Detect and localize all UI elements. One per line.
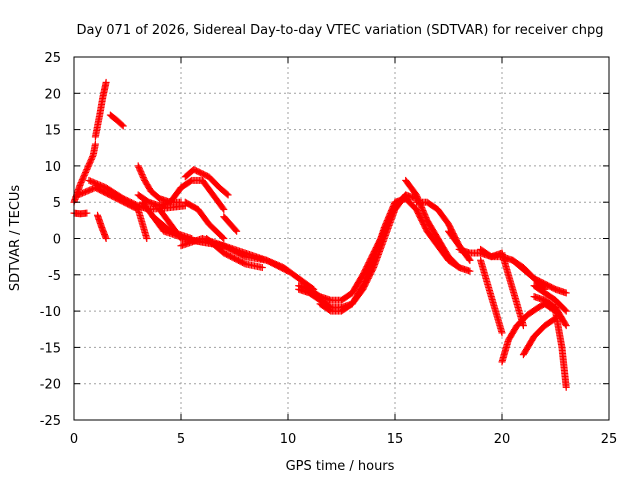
y-tick-label: 0: [53, 233, 61, 248]
data-series-3: [106, 111, 127, 130]
data-point: [258, 264, 266, 272]
data-series-18: [203, 235, 266, 272]
data-point: [466, 267, 474, 275]
data-point: [102, 78, 110, 86]
data-series-17: [177, 235, 292, 275]
data-point: [224, 191, 232, 199]
x-tick-label: 15: [387, 432, 404, 447]
y-tick-label: -15: [40, 341, 61, 356]
data-point: [91, 140, 99, 148]
y-axis-label: SDTVAR / TECUs: [8, 185, 23, 292]
data-series-2: [91, 78, 110, 141]
data-series-15: [181, 198, 228, 242]
axis-ticks: [73, 56, 610, 421]
data-point: [233, 227, 241, 235]
data-point: [562, 322, 570, 330]
data-point: [220, 235, 228, 242]
data-series-35: [509, 256, 570, 297]
data-point: [561, 306, 569, 314]
x-tick-label: 5: [177, 432, 185, 447]
data-series-23: [402, 176, 463, 272]
y-tick-label: -20: [40, 378, 61, 393]
data-point: [119, 122, 127, 130]
data-point: [561, 320, 569, 328]
data-points: [70, 78, 570, 391]
data-series-29: [498, 249, 527, 330]
data-series-1: [70, 140, 99, 206]
x-tick-label: 10: [280, 432, 297, 447]
data-point: [219, 204, 227, 212]
data-series-5: [94, 211, 110, 242]
data-series-31: [519, 314, 559, 359]
data-series-9: [74, 184, 151, 242]
data-point: [283, 266, 291, 274]
y-tick-label: 10: [44, 160, 61, 175]
x-tick-label: 25: [601, 432, 618, 447]
data-point: [143, 235, 151, 242]
x-tick-labels: 0 5 10 15 20 25: [70, 432, 617, 447]
data-point: [102, 235, 110, 242]
data-point: [118, 121, 126, 129]
data-series-34: [530, 282, 570, 315]
data-point: [83, 209, 91, 217]
data-point: [562, 383, 570, 391]
data-point: [519, 322, 527, 330]
data-point: [232, 226, 240, 234]
grid-lines: [74, 57, 609, 420]
y-tick-label: 5: [53, 196, 61, 211]
data-series-33: [541, 300, 570, 391]
y-tick-label: 25: [44, 51, 61, 66]
data-series-8: [134, 184, 185, 210]
data-point: [223, 190, 231, 198]
data-point: [465, 255, 473, 263]
y-tick-label: -10: [40, 305, 61, 320]
y-tick-label: -5: [48, 269, 61, 284]
x-axis-label: GPS time / hours: [286, 459, 395, 474]
data-point: [89, 152, 97, 160]
data-series-4: [70, 209, 91, 218]
data-series-16: [220, 213, 241, 235]
y-tick-label: 15: [44, 124, 61, 139]
x-tick-label: 0: [70, 432, 78, 447]
data-point: [498, 329, 506, 337]
data-series-21: [316, 198, 399, 315]
data-point: [562, 307, 570, 315]
data-point: [284, 267, 292, 275]
data-point: [466, 256, 474, 264]
y-tick-label: 20: [44, 87, 61, 102]
data-point: [455, 264, 463, 272]
y-tick-labels: -25 -20 -15 -10 -5 0 5 10 15 20 25: [40, 51, 61, 429]
chart-title: Day 071 of 2026, Sidereal Day-to-day VTE…: [76, 23, 603, 38]
data-point: [454, 262, 462, 270]
data-series-28: [477, 256, 506, 337]
data-point: [219, 233, 227, 241]
x-tick-label: 20: [494, 432, 511, 447]
y-tick-label: -25: [40, 414, 61, 429]
data-point: [220, 205, 228, 213]
data-series-14: [177, 176, 228, 213]
data-point: [562, 289, 570, 297]
data-series-13: [181, 166, 232, 199]
